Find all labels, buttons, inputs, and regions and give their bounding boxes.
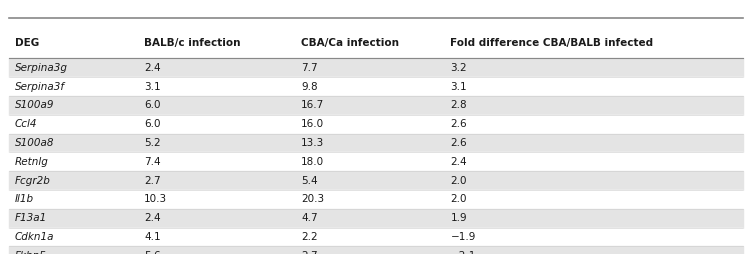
Text: 2.4: 2.4	[144, 213, 161, 223]
Text: 3.1: 3.1	[450, 82, 467, 92]
Text: 3.2: 3.2	[450, 63, 467, 73]
Text: −2.1: −2.1	[450, 251, 476, 254]
Text: −1.9: −1.9	[450, 232, 476, 242]
Text: 2.0: 2.0	[450, 194, 467, 204]
Text: Retnlg: Retnlg	[15, 157, 49, 167]
Text: Ccl4: Ccl4	[15, 119, 37, 129]
Bar	[9, 171, 743, 190]
Bar	[9, 23, 743, 58]
Text: DEG: DEG	[15, 38, 39, 48]
Text: 7.7: 7.7	[301, 63, 317, 73]
Bar	[9, 77, 743, 96]
Text: 4.1: 4.1	[144, 232, 161, 242]
Bar	[9, 152, 743, 171]
Text: 2.6: 2.6	[450, 138, 467, 148]
Bar	[9, 134, 743, 152]
Text: 4.7: 4.7	[301, 213, 317, 223]
Text: Fkbp5: Fkbp5	[15, 251, 47, 254]
Text: 2.4: 2.4	[144, 63, 161, 73]
Text: 16.7: 16.7	[301, 100, 324, 110]
Bar	[9, 96, 743, 115]
Bar	[9, 228, 743, 246]
Text: 2.7: 2.7	[144, 176, 161, 186]
Text: 6.0: 6.0	[144, 100, 161, 110]
Text: Serpina3f: Serpina3f	[15, 82, 65, 92]
Text: F13a1: F13a1	[15, 213, 47, 223]
Text: 2.2: 2.2	[301, 232, 317, 242]
Bar	[9, 115, 743, 134]
Text: 20.3: 20.3	[301, 194, 324, 204]
Text: 5.4: 5.4	[301, 176, 317, 186]
Text: 18.0: 18.0	[301, 157, 324, 167]
Text: 3.1: 3.1	[144, 82, 161, 92]
Text: BALB/c infection: BALB/c infection	[144, 38, 241, 48]
Text: 5.2: 5.2	[144, 138, 161, 148]
Text: Il1b: Il1b	[15, 194, 34, 204]
Bar	[9, 246, 743, 254]
Text: 2.6: 2.6	[450, 119, 467, 129]
Text: Serpina3g: Serpina3g	[15, 63, 68, 73]
Text: 7.4: 7.4	[144, 157, 161, 167]
Text: 16.0: 16.0	[301, 119, 324, 129]
Bar	[9, 190, 743, 209]
Text: CBA/Ca infection: CBA/Ca infection	[301, 38, 399, 48]
Bar	[9, 58, 743, 77]
Text: 10.3: 10.3	[144, 194, 167, 204]
Text: Cdkn1a: Cdkn1a	[15, 232, 55, 242]
Text: Fold difference CBA/BALB infected: Fold difference CBA/BALB infected	[450, 38, 654, 48]
Text: 6.0: 6.0	[144, 119, 161, 129]
Text: 2.4: 2.4	[450, 157, 467, 167]
Bar	[9, 209, 743, 228]
Text: 2.8: 2.8	[450, 100, 467, 110]
Text: 1.9: 1.9	[450, 213, 467, 223]
Text: S100a9: S100a9	[15, 100, 55, 110]
Text: 9.8: 9.8	[301, 82, 317, 92]
Text: Fcgr2b: Fcgr2b	[15, 176, 51, 186]
Text: 2.7: 2.7	[301, 251, 317, 254]
Text: S100a8: S100a8	[15, 138, 55, 148]
Text: 2.0: 2.0	[450, 176, 467, 186]
Text: 5.6: 5.6	[144, 251, 161, 254]
Text: 13.3: 13.3	[301, 138, 324, 148]
